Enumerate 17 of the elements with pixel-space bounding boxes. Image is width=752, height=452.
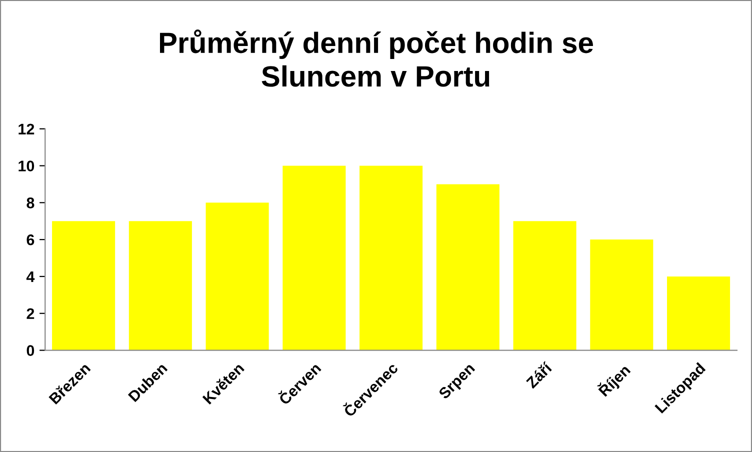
y-tick-label: 0: [26, 345, 34, 356]
chart-title: Průměrný denní počet hodin se Sluncem v Portu: [160, 30, 593, 87]
y-tick-label: 12: [18, 124, 34, 134]
bar: [667, 276, 730, 350]
y-tick-label: 2: [26, 308, 34, 319]
y-tick-label: 6: [26, 234, 34, 246]
bar: [52, 221, 116, 350]
y-tick-label: 10: [18, 160, 34, 172]
y-tick-label: 8: [26, 198, 34, 208]
bar: [590, 240, 654, 350]
y-tick-label: 4: [26, 272, 35, 282]
bar: [282, 166, 346, 350]
bar: [360, 166, 423, 350]
bar: [513, 221, 576, 350]
bar: [128, 221, 192, 350]
bar: [206, 202, 269, 350]
bar: [436, 184, 500, 350]
